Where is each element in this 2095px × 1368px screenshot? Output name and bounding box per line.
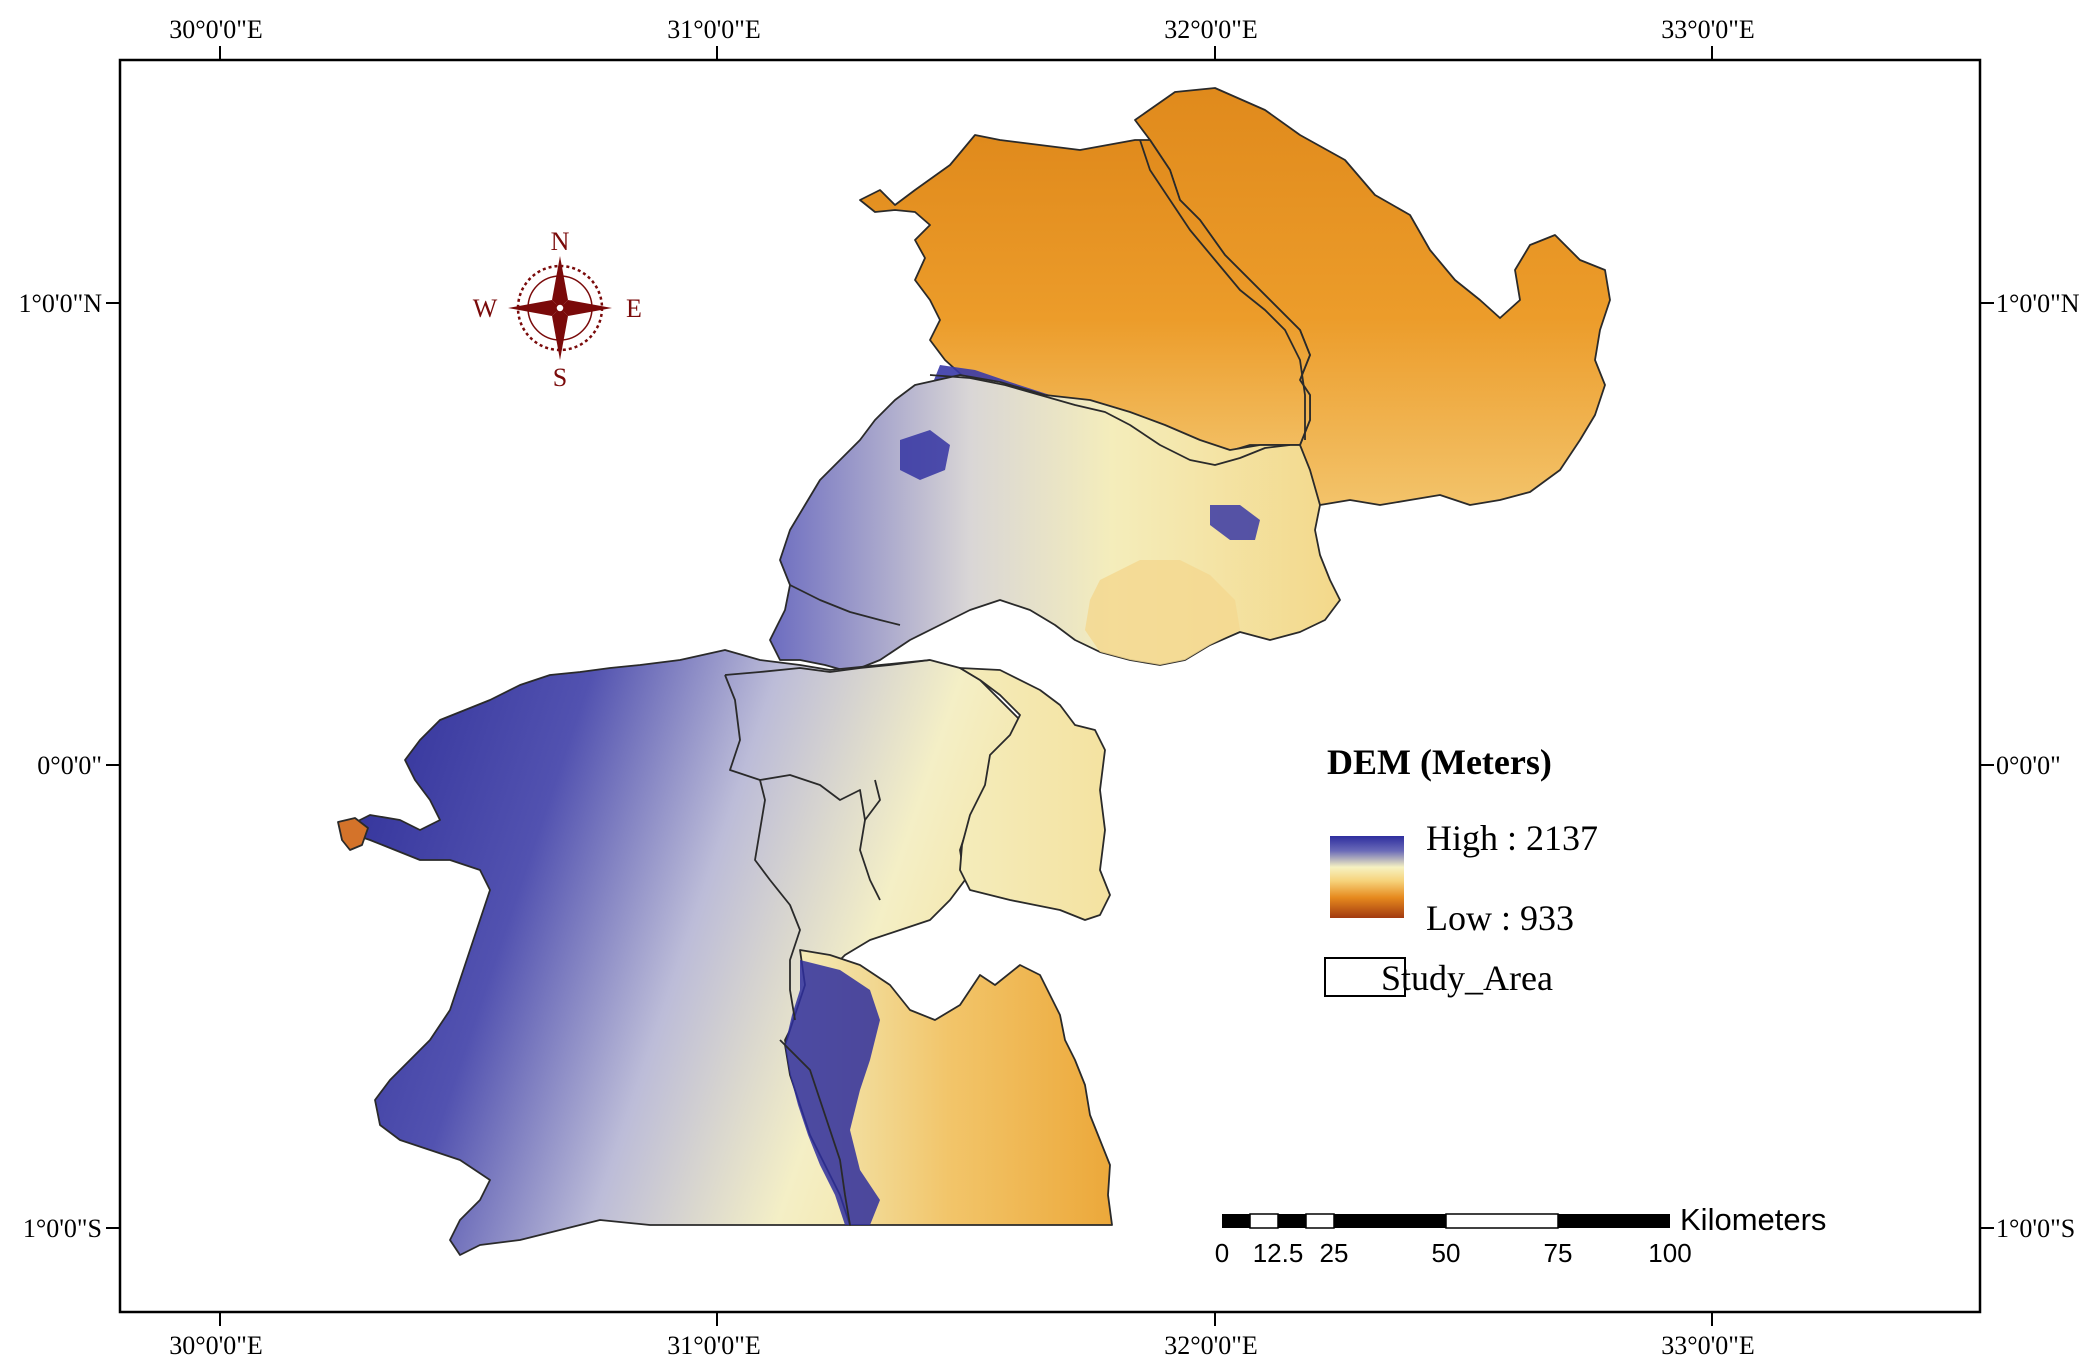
left-label-2: 0°0'0" — [37, 751, 102, 780]
scale-seg-3 — [1278, 1214, 1306, 1228]
scale-tick-75: 75 — [1544, 1238, 1573, 1268]
compass-s-label: S — [553, 363, 567, 392]
compass-rose: N S E W — [473, 227, 642, 392]
legend: DEM (Meters) High : 2137 Low : 933 Study… — [1324, 742, 1598, 998]
left-label-3: 1°0'0"S — [23, 1214, 102, 1243]
scale-tick-50: 50 — [1432, 1238, 1461, 1268]
bottom-label-3: 32°0'0"E — [1164, 1331, 1258, 1360]
legend-study-area-swatch — [1324, 957, 1406, 997]
scale-tick-100: 100 — [1648, 1238, 1691, 1268]
region-central-south — [1085, 560, 1240, 665]
left-label-1: 1°0'0"N — [19, 289, 103, 318]
bottom-label-4: 33°0'0"E — [1661, 1331, 1755, 1360]
highland-patch-mid-2 — [1210, 505, 1260, 540]
boundary-internal-3 — [754, 779, 801, 1021]
boundary-internal-5 — [1139, 139, 1306, 440]
scale-bar: Kilometers 0 12.5 25 50 75 100 — [1215, 1202, 1827, 1268]
scale-tick-0: 0 — [1215, 1238, 1229, 1268]
boundary-internal-1 — [724, 659, 931, 676]
scale-seg-2 — [1249, 1213, 1279, 1229]
study-area — [337, 87, 1611, 1256]
compass-e-label: E — [626, 294, 642, 323]
top-graticule: 30°0'0"E 31°0'0"E 32°0'0"E 33°0'0"E — [169, 15, 1755, 60]
compass-n-label: N — [551, 227, 570, 256]
bottom-graticule: 30°0'0"E 31°0'0"E 32°0'0"E 33°0'0"E — [169, 1312, 1755, 1360]
scale-seg-5 — [1334, 1214, 1446, 1228]
top-label-2: 31°0'0"E — [667, 15, 761, 44]
compass-w-label: W — [473, 294, 498, 323]
compass-point-e — [560, 300, 612, 316]
top-label-4: 33°0'0"E — [1661, 15, 1755, 44]
legend-high-label: High : 2137 — [1426, 818, 1598, 858]
scale-tick-25: 25 — [1320, 1238, 1349, 1268]
legend-title: DEM (Meters) — [1327, 742, 1552, 782]
highland-patch-mid-1 — [900, 430, 950, 480]
legend-low-label: Low : 933 — [1426, 898, 1574, 938]
region-west-peninsula — [337, 817, 369, 851]
compass-point-w — [508, 300, 560, 316]
scale-tick-12-5: 12.5 — [1253, 1238, 1304, 1268]
scale-seg-4 — [1305, 1213, 1335, 1229]
region-east-central — [959, 667, 1111, 921]
top-label-3: 32°0'0"E — [1164, 15, 1258, 44]
bottom-label-2: 31°0'0"E — [667, 1331, 761, 1360]
right-label-2: 0°0'0" — [1996, 751, 2061, 780]
scale-seg-7 — [1558, 1214, 1670, 1228]
boundary-internal-4 — [864, 779, 881, 821]
right-label-1: 1°0'0"N — [1996, 289, 2080, 318]
boundary-internal-8 — [779, 1039, 851, 1226]
scale-seg-1 — [1222, 1214, 1250, 1228]
right-label-3: 1°0'0"S — [1996, 1214, 2075, 1243]
scale-seg-6 — [1445, 1213, 1559, 1229]
highland-patch-se — [785, 960, 880, 1225]
scale-unit-label: Kilometers — [1680, 1202, 1826, 1237]
bottom-label-1: 30°0'0"E — [169, 1331, 263, 1360]
boundary-internal-2 — [724, 674, 881, 901]
compass-point-s — [552, 308, 568, 360]
top-label-1: 30°0'0"E — [169, 15, 263, 44]
left-graticule: 1°0'0"N 0°0'0" 1°0'0"S — [19, 289, 120, 1243]
boundary-internal-6 — [929, 374, 1291, 466]
compass-point-n — [552, 256, 568, 308]
boundary-internal-7 — [789, 584, 901, 626]
right-graticule: 1°0'0"N 0°0'0" 1°0'0"S — [1980, 289, 2080, 1243]
legend-study-area-label: Study_Area — [1381, 958, 1553, 998]
legend-dem-ramp — [1330, 836, 1404, 918]
